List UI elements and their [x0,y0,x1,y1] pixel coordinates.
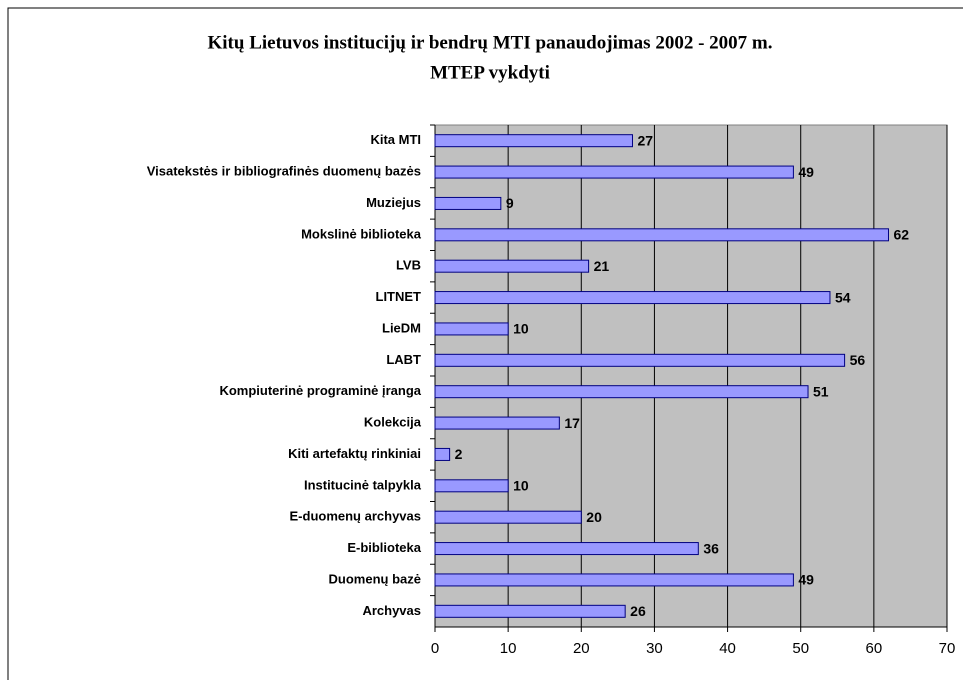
bar [434,573,794,587]
data-label: 21 [594,258,610,274]
bar [434,196,502,210]
data-label: 10 [513,478,529,494]
y-tick-label: Archyvas [362,603,421,618]
y-tick-label: Mokslinė biblioteka [301,226,422,241]
y-tick-label: E-biblioteka [347,540,421,555]
data-label: 26 [630,603,646,619]
data-label: 49 [798,572,814,588]
bar [434,353,846,367]
data-label: 36 [703,540,719,556]
bar [434,385,809,399]
bar [434,165,794,179]
y-tick-label: Kompiuterinė programinė įranga [219,383,421,398]
data-label: 62 [893,227,909,243]
y-tick-label: Kiti artefaktų rinkiniai [288,446,421,461]
data-label: 9 [506,195,514,211]
bar [434,510,582,524]
chart-subtitle: MTEP vykdyti [430,62,550,83]
y-tick-label: LieDM [382,320,421,335]
bar [434,479,509,493]
bar [434,228,889,242]
y-tick-label: LITNET [376,289,422,304]
x-tick-label: 40 [719,640,736,657]
bar [434,416,560,430]
bar [434,542,699,556]
data-label: 54 [835,289,851,305]
data-label: 20 [586,509,602,525]
data-label: 2 [455,446,463,462]
y-tick-label: Kolekcija [364,415,422,430]
chart-title: Kitų Lietuvos institucijų ir bendrų MTI … [208,32,773,53]
y-tick-label: Institucinė talpykla [304,477,422,492]
data-label: 27 [637,132,653,148]
x-tick-label: 70 [939,640,956,657]
data-label: 51 [813,383,829,399]
x-tick-label: 10 [500,640,517,657]
x-tick-label: 50 [792,640,809,657]
data-label: 10 [513,321,529,337]
x-tick-label: 0 [431,640,439,657]
x-tick-label: 20 [573,640,590,657]
y-tick-label: LABT [386,352,421,367]
bar [434,134,633,148]
y-tick-label: LVB [396,258,421,273]
bar [434,259,590,273]
y-tick-label: Muziejus [366,195,421,210]
y-tick-label: Visatekstės ir bibliografinės duomenų ba… [147,164,421,179]
bar [434,447,451,461]
bar [434,604,626,618]
bar [434,291,831,305]
y-tick-label: Kita MTI [370,132,421,147]
y-tick-label: Duomenų bazė [329,571,421,586]
data-label: 17 [564,415,580,431]
x-tick-label: 30 [646,640,663,657]
bar [434,322,509,336]
data-label: 49 [798,164,814,180]
data-label: 56 [850,352,866,368]
x-tick-label: 60 [866,640,883,657]
y-tick-label: E-duomenų archyvas [290,509,422,524]
